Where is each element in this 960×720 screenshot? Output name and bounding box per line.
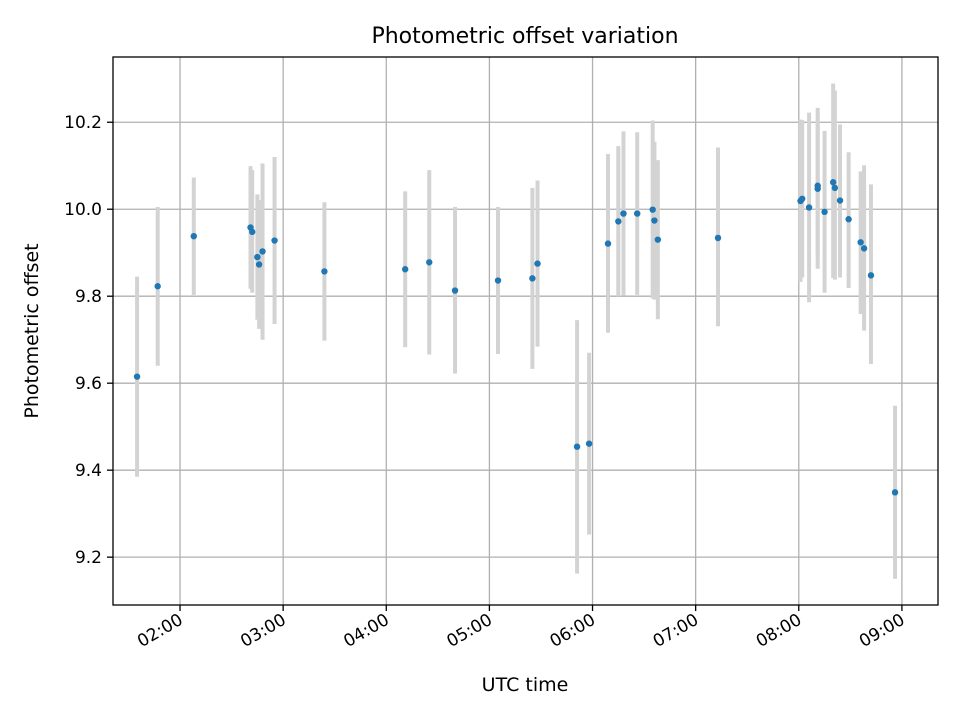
- data-point: [604, 240, 612, 247]
- data-point: [867, 272, 875, 279]
- plot-frame: [112, 56, 939, 606]
- y-tick-label: 10.2: [64, 113, 102, 133]
- data-point: [891, 489, 899, 496]
- x-axis-label: UTC time: [482, 674, 569, 696]
- data-point: [860, 245, 868, 252]
- data-point: [321, 268, 328, 275]
- y-tick-label: 9.2: [75, 548, 102, 568]
- data-points: [133, 179, 899, 496]
- data-point: [573, 443, 581, 450]
- data-point: [254, 253, 261, 261]
- y-tick-label: 9.8: [75, 287, 102, 307]
- data-point: [714, 234, 722, 242]
- data-point: [494, 277, 502, 284]
- data-point: [190, 232, 197, 240]
- data-point: [249, 228, 256, 236]
- data-point: [451, 287, 459, 294]
- data-point: [814, 185, 821, 192]
- data-point: [529, 275, 536, 282]
- data-point: [857, 239, 864, 246]
- data-point: [615, 218, 622, 225]
- y-axis-ticks: 9.2 9.4 9.6 9.8 10.0 10.2: [64, 113, 113, 568]
- data-point: [799, 195, 806, 202]
- data-point: [534, 260, 541, 267]
- y-tick-label: 9.4: [75, 461, 102, 481]
- data-point: [426, 259, 433, 266]
- data-point: [255, 261, 263, 268]
- data-point: [805, 204, 813, 211]
- data-point: [821, 208, 828, 216]
- data-point: [649, 206, 656, 213]
- grid-lines: [113, 57, 938, 605]
- data-point: [133, 373, 141, 380]
- data-point: [585, 440, 593, 447]
- data-point: [620, 210, 627, 217]
- data-point: [836, 197, 844, 204]
- data-point: [401, 266, 409, 273]
- y-tick-label: 10.0: [64, 200, 102, 220]
- data-point: [654, 236, 662, 243]
- chart-title: Photometric offset variation: [371, 24, 678, 49]
- y-tick-label: 9.6: [75, 374, 102, 394]
- data-point: [845, 216, 852, 223]
- data-point: [634, 210, 641, 217]
- data-point: [259, 248, 266, 255]
- y-axis-label: Photometric offset: [21, 243, 43, 418]
- data-point: [829, 179, 837, 186]
- data-point: [651, 217, 658, 224]
- data-point: [831, 184, 839, 192]
- data-point: [154, 283, 161, 290]
- data-point: [271, 237, 278, 244]
